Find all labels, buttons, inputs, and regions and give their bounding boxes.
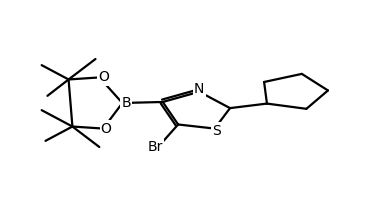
Text: Br: Br [148, 140, 163, 154]
Text: O: O [101, 122, 111, 136]
Text: N: N [194, 82, 204, 96]
Text: S: S [212, 124, 221, 138]
Text: B: B [122, 96, 131, 110]
Text: O: O [98, 70, 109, 84]
